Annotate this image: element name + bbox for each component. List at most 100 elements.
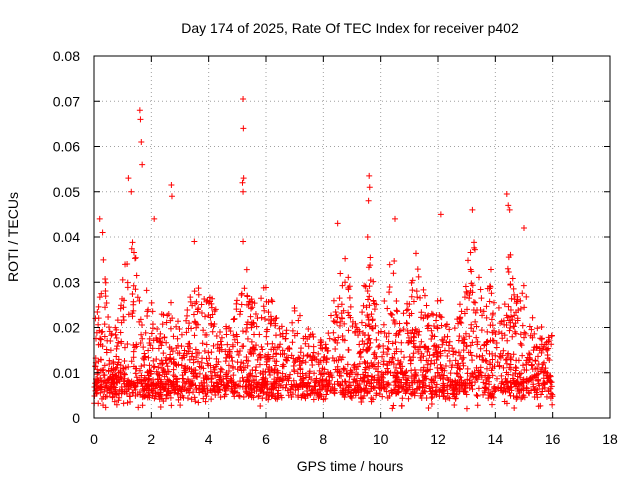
data-point bbox=[153, 336, 160, 343]
data-point bbox=[430, 311, 437, 318]
data-point bbox=[198, 359, 205, 366]
data-point bbox=[149, 392, 156, 399]
data-point bbox=[441, 347, 448, 354]
data-point bbox=[130, 341, 137, 348]
data-point bbox=[523, 376, 530, 383]
data-point bbox=[376, 380, 383, 387]
data-point bbox=[541, 359, 548, 366]
data-point bbox=[262, 316, 269, 322]
data-point bbox=[384, 305, 391, 312]
data-point bbox=[541, 380, 548, 387]
data-point bbox=[422, 344, 429, 351]
data-point bbox=[389, 354, 396, 361]
data-point bbox=[521, 304, 528, 311]
data-point bbox=[261, 307, 268, 314]
data-point bbox=[392, 215, 398, 222]
data-point bbox=[240, 175, 247, 182]
data-point bbox=[114, 361, 121, 368]
y-tick-label: 0.02 bbox=[53, 320, 80, 336]
data-point bbox=[308, 357, 315, 364]
data-point bbox=[531, 344, 538, 351]
data-point bbox=[418, 314, 425, 321]
data-point bbox=[247, 298, 254, 305]
data-point bbox=[364, 360, 371, 367]
data-point bbox=[346, 379, 353, 386]
data-point bbox=[163, 381, 170, 388]
data-point bbox=[507, 307, 514, 314]
data-point bbox=[349, 323, 356, 330]
data-point bbox=[226, 324, 233, 331]
data-point bbox=[439, 382, 446, 389]
data-point bbox=[168, 402, 175, 409]
data-point bbox=[236, 311, 243, 318]
data-point bbox=[358, 388, 365, 395]
data-point bbox=[240, 95, 247, 102]
data-point bbox=[389, 340, 396, 347]
data-point bbox=[102, 384, 109, 391]
data-point bbox=[361, 282, 368, 289]
data-point bbox=[509, 316, 516, 323]
data-point bbox=[513, 309, 520, 316]
data-point bbox=[488, 290, 495, 297]
data-point bbox=[519, 362, 526, 369]
data-point bbox=[330, 387, 337, 394]
data-point bbox=[248, 338, 255, 345]
data-point bbox=[102, 275, 109, 282]
data-point bbox=[405, 338, 412, 345]
data-point bbox=[128, 358, 135, 365]
data-point bbox=[378, 369, 385, 376]
data-point bbox=[462, 381, 469, 388]
data-point bbox=[479, 312, 486, 319]
data-point bbox=[234, 366, 241, 373]
data-point bbox=[320, 384, 327, 391]
data-point bbox=[485, 372, 492, 379]
data-point bbox=[198, 309, 205, 316]
data-point bbox=[464, 370, 471, 377]
data-point bbox=[130, 298, 137, 305]
data-point bbox=[505, 202, 512, 209]
data-point bbox=[463, 405, 470, 412]
data-point bbox=[98, 386, 105, 393]
data-point bbox=[345, 284, 352, 291]
data-point bbox=[346, 312, 353, 319]
data-point bbox=[319, 345, 326, 352]
data-point bbox=[132, 254, 139, 261]
data-point bbox=[230, 316, 237, 323]
data-point bbox=[112, 331, 119, 338]
data-point bbox=[433, 312, 440, 319]
data-point bbox=[364, 340, 371, 347]
data-point bbox=[108, 332, 115, 339]
data-point bbox=[158, 395, 165, 402]
data-point bbox=[230, 390, 237, 397]
data-point bbox=[326, 335, 333, 342]
data-point bbox=[396, 384, 403, 391]
data-point bbox=[146, 362, 153, 369]
data-point bbox=[113, 326, 120, 333]
data-point bbox=[431, 360, 438, 367]
data-point bbox=[478, 327, 485, 334]
data-point bbox=[456, 333, 463, 340]
data-point bbox=[230, 372, 237, 379]
data-point bbox=[394, 308, 401, 315]
data-point bbox=[142, 329, 149, 336]
data-point bbox=[105, 324, 112, 331]
data-point bbox=[323, 391, 330, 398]
data-point bbox=[428, 327, 435, 334]
data-point bbox=[409, 386, 416, 393]
data-point bbox=[378, 377, 385, 384]
data-point bbox=[473, 323, 480, 330]
data-point bbox=[242, 383, 249, 390]
data-point bbox=[352, 328, 359, 335]
data-point bbox=[462, 283, 469, 290]
data-point bbox=[546, 337, 553, 344]
data-point bbox=[336, 353, 343, 360]
data-point bbox=[493, 344, 500, 351]
data-point bbox=[265, 351, 272, 358]
data-point bbox=[260, 374, 267, 381]
data-point bbox=[296, 312, 303, 319]
data-point bbox=[333, 357, 340, 364]
data-point bbox=[435, 353, 442, 360]
data-point bbox=[445, 342, 452, 349]
data-point bbox=[364, 312, 371, 319]
data-point bbox=[208, 320, 215, 327]
